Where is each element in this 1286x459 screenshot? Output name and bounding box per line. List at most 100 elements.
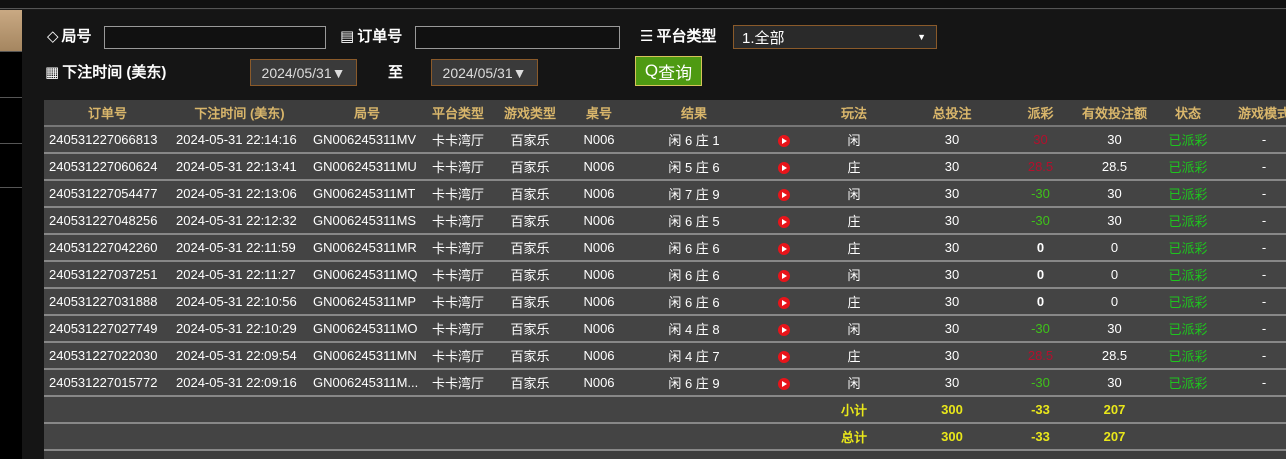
date-to-picker[interactable]: 2024/05/31▼ xyxy=(431,59,538,86)
game-mode: - xyxy=(1224,153,1286,181)
game-mode: - xyxy=(1224,315,1286,343)
top-bar xyxy=(0,0,1286,9)
video-cell[interactable] xyxy=(760,369,808,397)
platform: 卡卡湾厅 xyxy=(426,180,490,208)
platform-label-text: 平台类型 xyxy=(656,28,717,45)
video-cell[interactable] xyxy=(760,180,808,208)
video-cell[interactable] xyxy=(760,342,808,370)
round-number: GN006245311MT xyxy=(308,180,426,208)
bet-time: 2024-05-31 22:13:41 xyxy=(171,153,308,181)
game-mode: - xyxy=(1224,234,1286,262)
table-row: 240531227054477 2024-05-31 22:13:06 GN0062… xyxy=(44,180,1286,208)
video-cell[interactable] xyxy=(760,315,808,343)
play-icon[interactable] xyxy=(778,242,790,255)
empty-cell xyxy=(1224,396,1286,424)
play-icon[interactable] xyxy=(778,188,790,201)
valid-bet: 28.5 xyxy=(1077,153,1152,181)
round-number: GN006245311MQ xyxy=(308,261,426,289)
sidebar-tab-active[interactable] xyxy=(0,10,22,52)
order-number: 240531227054477 xyxy=(44,180,171,208)
subtotal-total-bet: 300 xyxy=(900,396,1004,424)
play-icon[interactable] xyxy=(778,377,790,390)
column-header: 下注时间 (美东) xyxy=(171,100,308,127)
valid-bet: 30 xyxy=(1077,126,1152,154)
game-type: 百家乐 xyxy=(490,342,570,370)
empty-cell xyxy=(44,423,171,451)
video-cell[interactable] xyxy=(760,207,808,235)
status: 已派彩 xyxy=(1152,207,1224,235)
status: 已派彩 xyxy=(1152,315,1224,343)
empty-cell xyxy=(44,396,171,424)
table-number: N006 xyxy=(570,369,628,397)
play-icon[interactable] xyxy=(778,350,790,363)
game-type: 百家乐 xyxy=(490,180,570,208)
subtotal-valid-bet: 207 xyxy=(1077,396,1152,424)
order-number: 240531227042260 xyxy=(44,234,171,262)
play-icon[interactable] xyxy=(778,215,790,228)
total-total-bet: 300 xyxy=(900,423,1004,451)
payout: 30 xyxy=(1004,126,1077,154)
game-mode: - xyxy=(1224,261,1286,289)
game-type: 百家乐 xyxy=(490,315,570,343)
result: 闲 6 庄 9 xyxy=(628,369,760,397)
status: 已派彩 xyxy=(1152,288,1224,316)
play-icon[interactable] xyxy=(778,269,790,282)
status: 已派彩 xyxy=(1152,261,1224,289)
date-from-picker[interactable]: 2024/05/31▼ xyxy=(250,59,357,86)
video-cell[interactable] xyxy=(760,288,808,316)
sidebar-tab[interactable] xyxy=(0,52,22,98)
video-cell[interactable] xyxy=(760,261,808,289)
table-number: N006 xyxy=(570,342,628,370)
total-bet: 30 xyxy=(900,153,1004,181)
game-type: 百家乐 xyxy=(490,207,570,235)
tag-icon: ◇ xyxy=(47,27,59,45)
total-bet: 30 xyxy=(900,369,1004,397)
order-input[interactable] xyxy=(415,26,620,49)
round-input[interactable] xyxy=(104,26,326,49)
video-cell[interactable] xyxy=(760,126,808,154)
table-row: 240531227027749 2024-05-31 22:10:29 GN0062… xyxy=(44,315,1286,343)
play-icon[interactable] xyxy=(778,161,790,174)
column-header xyxy=(760,100,808,127)
round-number: GN006245311MU xyxy=(308,153,426,181)
valid-bet: 30 xyxy=(1077,315,1152,343)
result: 闲 6 庄 6 xyxy=(628,234,760,262)
column-header: 总投注 xyxy=(900,100,1004,127)
bet-type: 庄 xyxy=(808,153,900,181)
valid-bet: 0 xyxy=(1077,234,1152,262)
table-row: 240531227060624 2024-05-31 22:13:41 GN0062… xyxy=(44,153,1286,181)
payout: 0 xyxy=(1004,288,1077,316)
column-header: 游戏类型 xyxy=(490,100,570,127)
sidebar-tab[interactable] xyxy=(0,98,22,144)
game-mode: - xyxy=(1224,342,1286,370)
order-number: 240531227066813 xyxy=(44,126,171,154)
column-header: 桌号 xyxy=(570,100,628,127)
bet-type: 庄 xyxy=(808,288,900,316)
empty-cell xyxy=(628,423,760,451)
result: 闲 5 庄 6 xyxy=(628,153,760,181)
table-number: N006 xyxy=(570,126,628,154)
empty-cell xyxy=(628,396,760,424)
query-button[interactable]: Q 查询 xyxy=(635,56,702,86)
payout: 0 xyxy=(1004,234,1077,262)
empty-cell xyxy=(760,396,808,424)
bet-type: 闲 xyxy=(808,369,900,397)
total-bet: 30 xyxy=(900,288,1004,316)
payout: -30 xyxy=(1004,315,1077,343)
table-row: 240531227031888 2024-05-31 22:10:56 GN0062… xyxy=(44,288,1286,316)
play-icon[interactable] xyxy=(778,296,790,309)
round-number: GN006245311MS xyxy=(308,207,426,235)
valid-bet: 30 xyxy=(1077,180,1152,208)
bet-time: 2024-05-31 22:13:06 xyxy=(171,180,308,208)
empty-cell xyxy=(1152,423,1224,451)
play-icon[interactable] xyxy=(778,134,790,147)
total-bet: 30 xyxy=(900,207,1004,235)
total-bet: 30 xyxy=(900,180,1004,208)
order-number: 240531227027749 xyxy=(44,315,171,343)
sidebar-tab[interactable] xyxy=(0,144,22,188)
platform-select[interactable]: 1.全部 ▼ xyxy=(733,25,937,49)
video-cell[interactable] xyxy=(760,234,808,262)
game-type: 百家乐 xyxy=(490,234,570,262)
play-icon[interactable] xyxy=(778,323,790,336)
video-cell[interactable] xyxy=(760,153,808,181)
